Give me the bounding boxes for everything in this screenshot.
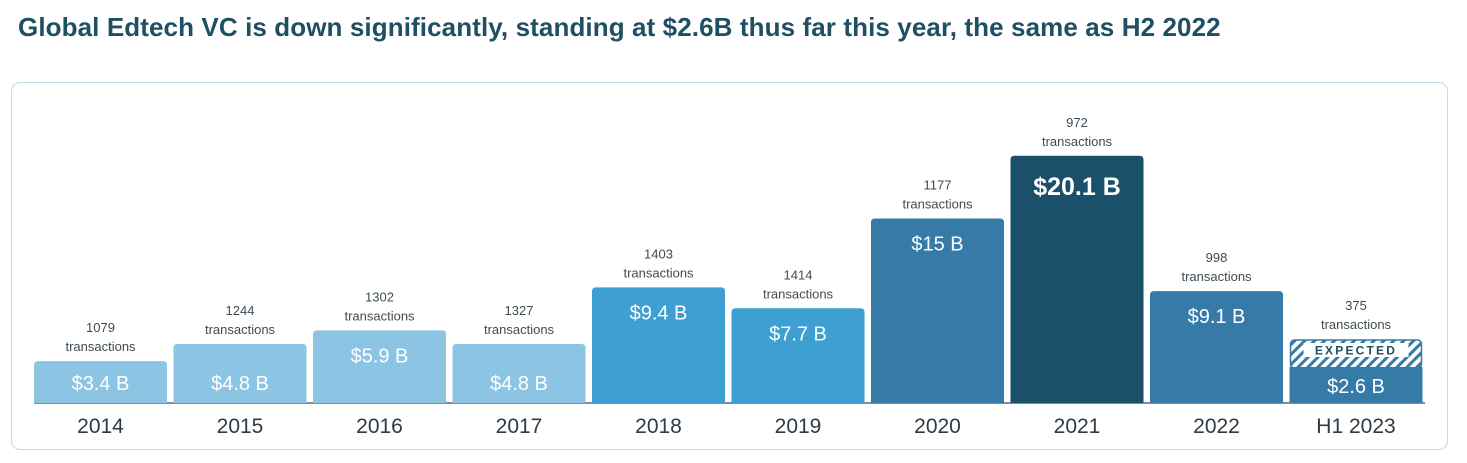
bar-value-label: $4.8 B: [490, 373, 548, 395]
transaction-label: transactions: [763, 286, 834, 301]
transaction-count: 375: [1345, 298, 1367, 313]
x-tick-label: 2022: [1193, 415, 1240, 438]
bar: [871, 218, 1004, 403]
transaction-count: 1079: [86, 320, 115, 335]
bar-value-label: $9.1 B: [1188, 306, 1246, 328]
transaction-count: 998: [1206, 250, 1228, 265]
x-tick-label: 2016: [356, 415, 403, 438]
transaction-count: 1414: [784, 267, 813, 282]
bar: [592, 287, 725, 403]
chart-title: Global Edtech VC is down significantly, …: [18, 12, 1221, 42]
x-tick-label: 2018: [635, 415, 682, 438]
bar: [452, 343, 586, 403]
bar: [173, 343, 307, 403]
transaction-count: 1327: [505, 303, 534, 318]
bar-value-label: $4.8 B: [211, 373, 269, 395]
chart-panel: [11, 82, 1448, 450]
bar-value-label: $9.4 B: [630, 302, 688, 324]
bar-value-label: $3.4 B: [72, 373, 130, 395]
bar: [34, 361, 167, 403]
x-tick-label: 2021: [1054, 415, 1101, 438]
transaction-count: 972: [1066, 115, 1088, 130]
bar: [313, 330, 446, 403]
bar-value-label: $20.1 B: [1033, 173, 1121, 201]
transaction-label: transactions: [205, 322, 276, 337]
bar-value-label: $7.7 B: [769, 323, 827, 345]
x-tick-label: 2019: [775, 415, 822, 438]
x-tick-label: 2017: [496, 415, 543, 438]
x-tick-label: 2020: [914, 415, 961, 438]
transaction-count: 1177: [924, 178, 952, 193]
expected-label: EXPECTED: [1315, 344, 1397, 358]
transaction-label: transactions: [623, 265, 694, 280]
bar: [1010, 155, 1144, 403]
transaction-label: transactions: [344, 308, 415, 323]
bar-value-label: $15 B: [911, 234, 963, 256]
transaction-label: transactions: [902, 197, 973, 212]
transaction-label: transactions: [1181, 269, 1252, 284]
transaction-label: transactions: [484, 322, 555, 337]
bar-value-label: $5.9 B: [351, 345, 409, 367]
bar: [1289, 367, 1423, 403]
transaction-count: 1403: [644, 246, 673, 261]
bar: [731, 308, 865, 403]
x-tick-label: H1 2023: [1316, 415, 1395, 438]
transaction-label: transactions: [1321, 317, 1392, 332]
x-tick-label: 2015: [217, 415, 264, 438]
expected-label-bg: [1303, 343, 1409, 357]
transaction-count: 1244: [226, 303, 255, 318]
transaction-label: transactions: [65, 339, 136, 354]
bar: [1150, 291, 1283, 403]
bar-value-label: $2.6 B: [1327, 376, 1385, 398]
transaction-label: transactions: [1042, 134, 1113, 149]
transaction-count: 1302: [365, 289, 394, 304]
x-tick-label: 2014: [77, 415, 124, 438]
